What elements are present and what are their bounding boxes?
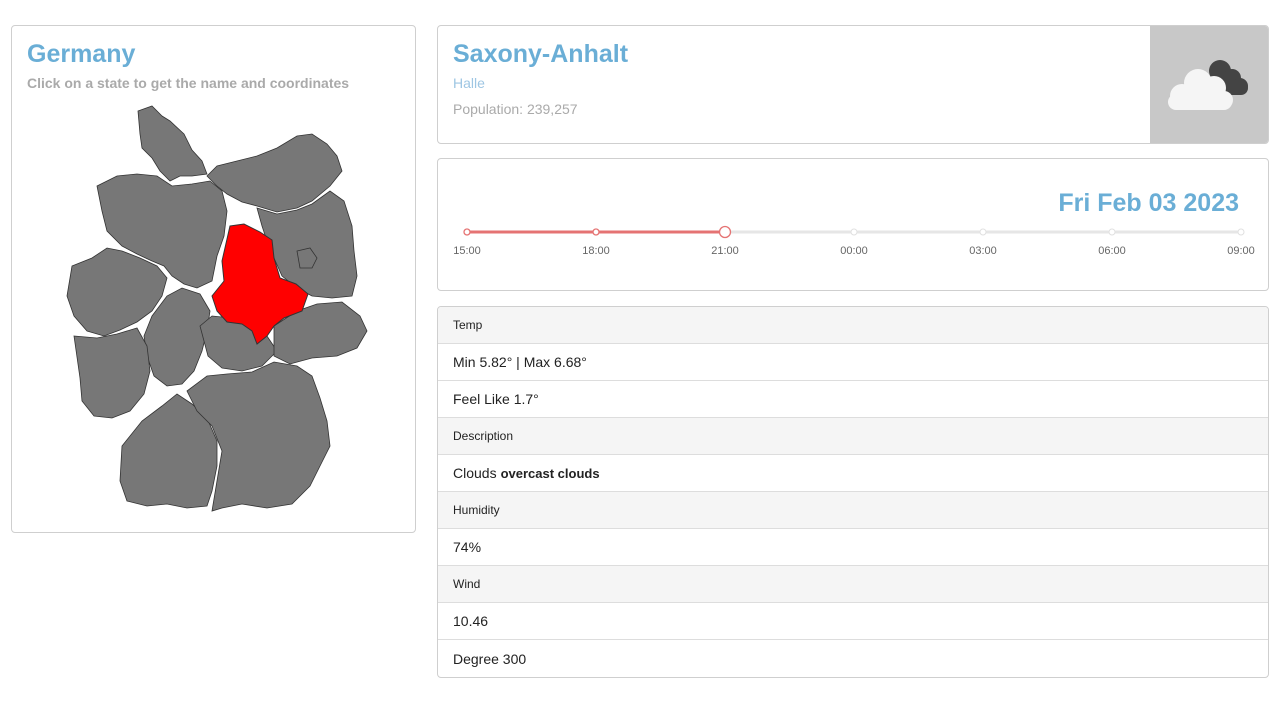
state-lower-saxony[interactable] bbox=[96, 173, 228, 289]
weather-details-card: Temp Min 5.82° | Max 6.68° Feel Like 1.7… bbox=[437, 306, 1269, 678]
timeline-card: Fri Feb 03 2023 15:00 18:00 21:00 00:00 03:0… bbox=[437, 158, 1269, 291]
map-subtitle: Click on a state to get the name and coo… bbox=[27, 75, 350, 91]
state-berlin[interactable] bbox=[296, 247, 318, 269]
timeline-point-0900[interactable] bbox=[1237, 228, 1245, 236]
forecast-timeline: 15:00 18:00 21:00 00:00 03:00 06:00 09:00 bbox=[453, 225, 1255, 257]
cloud-icon bbox=[1168, 60, 1248, 110]
state-name: Saxony-Anhalt bbox=[453, 40, 629, 68]
timeline-point-0300[interactable] bbox=[979, 228, 987, 236]
timeline-label-0000[interactable]: 00:00 bbox=[840, 245, 868, 257]
humidity-header: Humidity bbox=[438, 492, 1268, 529]
humidity-value: 74% bbox=[438, 529, 1268, 566]
location-header-card: Saxony-Anhalt Halle Population: 239,257 bbox=[437, 25, 1269, 144]
state-schleswig-holstein[interactable] bbox=[137, 105, 208, 182]
timeline-label-0300[interactable]: 03:00 bbox=[969, 245, 997, 257]
state-bavaria[interactable] bbox=[186, 361, 331, 512]
feels-like: Feel Like 1.7° bbox=[438, 381, 1268, 418]
timeline-point-1500[interactable] bbox=[463, 228, 471, 236]
timeline-label-0600[interactable]: 06:00 bbox=[1098, 245, 1126, 257]
state-saxony[interactable] bbox=[273, 301, 368, 365]
timeline-label-1800[interactable]: 18:00 bbox=[582, 245, 610, 257]
timeline-label-1500[interactable]: 15:00 bbox=[453, 245, 481, 257]
description-header: Description bbox=[438, 418, 1268, 455]
timeline-label-2100[interactable]: 21:00 bbox=[711, 245, 739, 257]
map-card: Germany Click on a state to get the name… bbox=[11, 25, 416, 533]
state-rhineland-palatinate[interactable] bbox=[73, 327, 151, 419]
population-text: Population: 239,257 bbox=[453, 101, 578, 117]
state-north-rhine-westphalia[interactable] bbox=[66, 247, 168, 337]
weather-icon-box bbox=[1150, 26, 1268, 143]
wind-header: Wind bbox=[438, 566, 1268, 603]
timeline-point-0000[interactable] bbox=[850, 228, 858, 236]
timeline-point-0600[interactable] bbox=[1108, 228, 1116, 236]
temp-header: Temp bbox=[438, 307, 1268, 344]
state-saxony-anhalt[interactable] bbox=[211, 223, 309, 345]
forecast-date: Fri Feb 03 2023 bbox=[1058, 189, 1239, 217]
wind-speed: 10.46 bbox=[438, 603, 1268, 640]
state-mecklenburg-vorpommern[interactable] bbox=[206, 133, 343, 213]
map-title: Germany bbox=[27, 40, 136, 68]
timeline-point-1800[interactable] bbox=[592, 228, 600, 236]
germany-map bbox=[66, 105, 368, 512]
description-main: Clouds bbox=[453, 465, 497, 481]
timeline-label-0900[interactable]: 09:00 bbox=[1227, 245, 1255, 257]
city-name: Halle bbox=[453, 75, 485, 91]
wind-degree: Degree 300 bbox=[453, 650, 527, 667]
timeline-point-2100[interactable] bbox=[718, 225, 732, 239]
state-baden-wuerttemberg[interactable] bbox=[119, 393, 218, 509]
description-detail: overcast clouds bbox=[500, 465, 600, 481]
description-row: Clouds overcast clouds bbox=[438, 455, 1268, 492]
temp-minmax: Min 5.82° | Max 6.68° bbox=[438, 344, 1268, 381]
